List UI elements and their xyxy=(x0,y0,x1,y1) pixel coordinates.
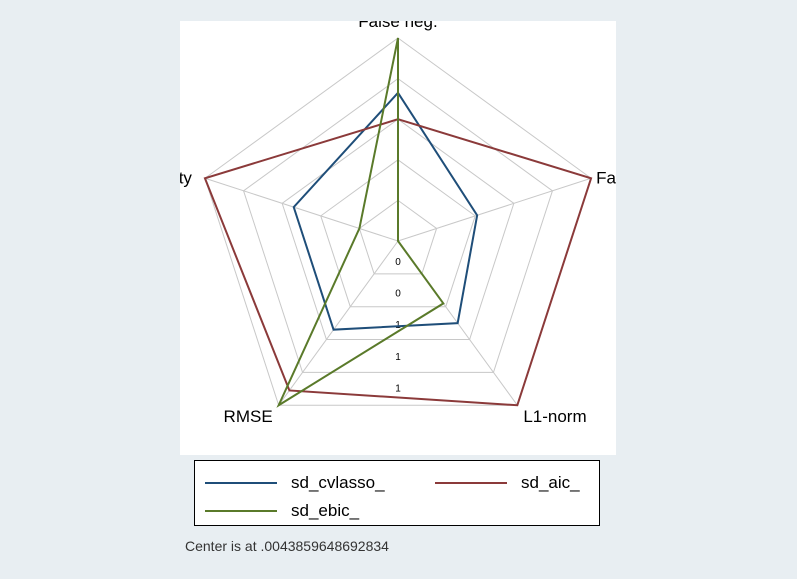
legend-swatch-ebic xyxy=(205,510,277,512)
axis-label-5: Sparsity xyxy=(180,168,192,187)
legend-label-cvlasso: sd_cvlasso_ xyxy=(291,473,385,492)
series-polygon-1 xyxy=(292,91,479,331)
series-polygon-3 xyxy=(276,37,445,408)
grid-ring-4 xyxy=(242,77,554,373)
axis-label-2: False pos. xyxy=(596,168,616,187)
grid-ring-1 xyxy=(358,199,438,275)
grid-spoke-2 xyxy=(397,177,592,242)
grid-ring-5 xyxy=(204,37,592,406)
grid-spoke-4 xyxy=(278,240,399,406)
legend-swatch-aic xyxy=(435,482,507,484)
tick-label-2: 0 xyxy=(395,289,401,300)
grid-spoke-5 xyxy=(204,177,399,242)
legend-item-ebic: sd_ebic_ xyxy=(205,501,359,521)
legend: sd_cvlasso_ sd_aic_ sd_ebic_ xyxy=(194,460,600,526)
tick-label-1: 0 xyxy=(395,257,401,268)
axis-label-3: L1-norm xyxy=(523,407,586,426)
legend-item-cvlasso: sd_cvlasso_ xyxy=(205,473,385,493)
series-polygon-2 xyxy=(203,118,593,407)
legend-label-ebic: sd_ebic_ xyxy=(291,501,360,520)
legend-label-aic: sd_aic_ xyxy=(521,473,580,492)
tick-label-4: 1 xyxy=(395,352,401,363)
grid-ring-3 xyxy=(281,118,515,341)
center-note: Center is at .0043859648692834 xyxy=(185,538,389,554)
axis-label-4: RMSE xyxy=(224,407,273,426)
legend-item-aic: sd_aic_ xyxy=(435,473,580,493)
tick-label-5: 1 xyxy=(395,384,401,395)
grid-ring-2 xyxy=(320,159,476,308)
axis-label-1: False neg. xyxy=(358,21,437,31)
legend-swatch-cvlasso xyxy=(205,482,277,484)
